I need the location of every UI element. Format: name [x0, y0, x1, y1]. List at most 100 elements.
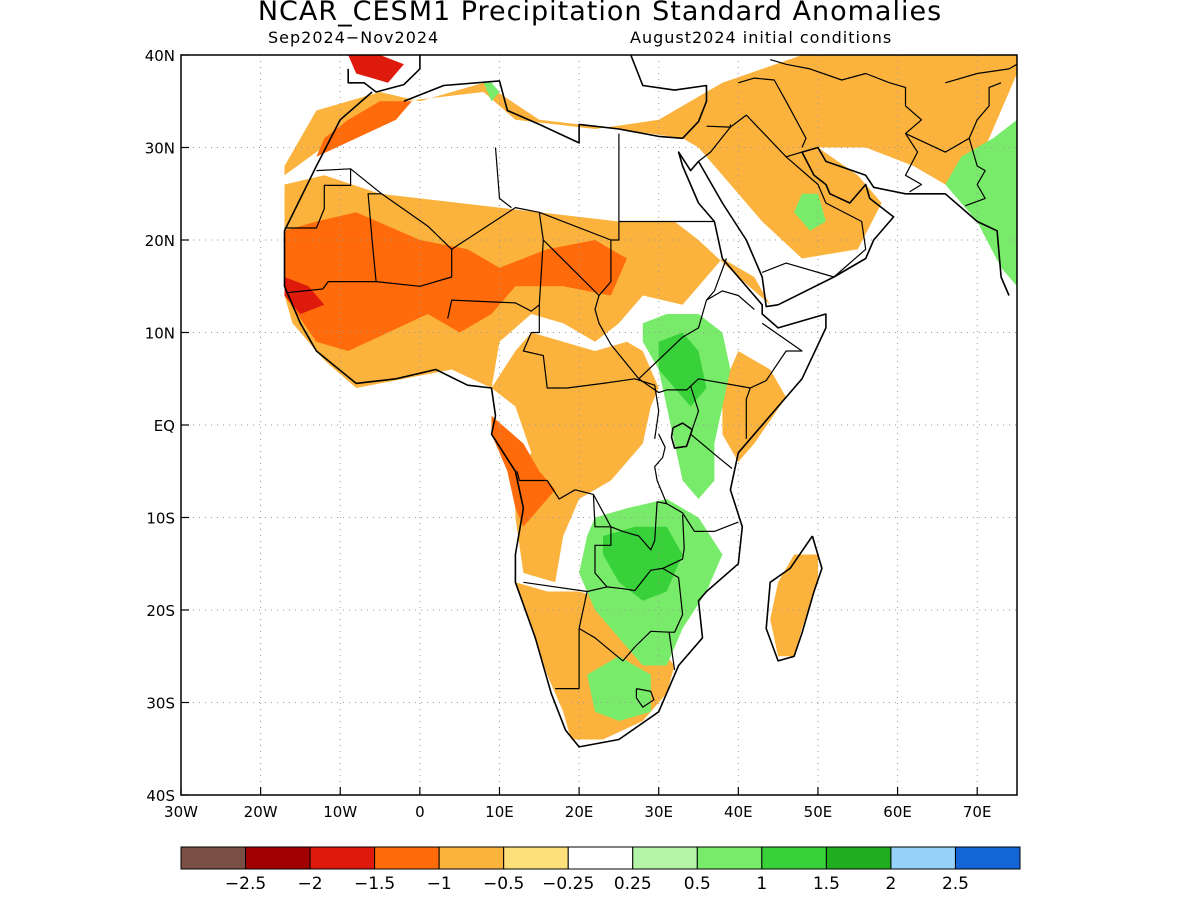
- country-border-28: [738, 77, 807, 148]
- x-tick-label: 10W: [323, 803, 357, 821]
- country-border-17: [567, 378, 660, 439]
- iberia-coastline: [347, 55, 421, 93]
- anomaly-region-east-horn-below-normal: [722, 351, 787, 462]
- colorbar-label: 0.5: [684, 874, 711, 894]
- graticule: [181, 55, 1017, 795]
- x-tick-label: 30W: [164, 803, 198, 821]
- country-border-22: [555, 591, 588, 690]
- colorbar-label: −0.25: [542, 874, 594, 894]
- map-title: NCAR_CESM1 Precipitation Standard Anomal…: [257, 0, 943, 27]
- colorbar-swatch: [309, 846, 376, 870]
- latitude-axis: 40N 30N 20N 10N EQ 10S 20S 30S 40S: [145, 47, 189, 805]
- madagascar-coastline: [765, 535, 823, 662]
- country-border-6: [539, 133, 620, 241]
- colorbar-swatch: [696, 846, 763, 870]
- country-border-26: [706, 114, 803, 158]
- country-border-32: [945, 63, 1017, 84]
- colorbar-swatch: [503, 846, 569, 870]
- country-border-18: [516, 471, 612, 593]
- lake-victoria: [670, 422, 694, 449]
- country-border-30: [905, 82, 1002, 153]
- anomaly-region-arabia-wet: [794, 193, 826, 231]
- x-tick-label: 0: [415, 803, 425, 821]
- anomaly-region-south-africa-wet: [587, 656, 651, 721]
- y-tick-label: 40S: [146, 787, 175, 805]
- initial-conditions-subtitle: August2024 initial conditions: [630, 28, 893, 47]
- country-border-21: [662, 567, 684, 633]
- country-border-10: [522, 304, 568, 389]
- anomaly-region-senegal-deficit: [284, 277, 325, 314]
- country-border-2: [286, 168, 383, 294]
- anomaly-region-morocco-deficit: [316, 101, 412, 157]
- colorbar: −2.5 −2 −1.5 −1 −0.5 −0.25 0.25 0.5 1 1.5 2 2.5: [180, 846, 1021, 894]
- y-tick-label: 40N: [145, 47, 175, 65]
- x-tick-label: 70E: [963, 803, 992, 821]
- y-tick-label: 30N: [145, 140, 175, 158]
- mediterranean-coastline: [403, 55, 708, 144]
- country-border-19: [592, 494, 667, 551]
- colorbar-swatch: [632, 846, 698, 870]
- colorbar-swatch: [954, 846, 1021, 870]
- country-border-11: [638, 258, 727, 380]
- country-border-8: [594, 240, 699, 394]
- x-tick-label: 50E: [804, 803, 833, 821]
- colorbar-label: 2: [886, 874, 897, 894]
- anomaly-region-iberia-deficit: [348, 55, 404, 83]
- country-border-5: [494, 147, 512, 209]
- country-border-27: [761, 156, 867, 278]
- coastlines: [283, 55, 1010, 748]
- x-tick-label: 20W: [244, 803, 278, 821]
- colorbar-swatch: [567, 846, 634, 870]
- country-border-16: [654, 433, 739, 533]
- y-tick-label: 20S: [146, 602, 175, 620]
- season-subtitle: Sep2024−Nov2024: [268, 28, 440, 47]
- colorbar-swatch: [825, 846, 892, 870]
- country-border-31: [964, 138, 986, 207]
- y-tick-label: 10S: [146, 510, 175, 528]
- colorbar-swatch: [245, 846, 311, 870]
- colorbar-swatch: [374, 846, 440, 870]
- colorbar-swatch: [761, 846, 827, 870]
- y-tick-label: 20N: [145, 232, 175, 250]
- anomaly-region-west-africa-strong-deficit: [284, 212, 627, 351]
- country-border-12: [706, 290, 755, 310]
- x-tick-label: 60E: [883, 803, 912, 821]
- anomaly-region-central-africa-below-normal: [491, 332, 659, 583]
- anomaly-region-congo-coast-deficit: [491, 415, 556, 527]
- colorbar-label: 1: [756, 874, 767, 894]
- country-border-3: [376, 193, 453, 287]
- colorbar-label: −1.5: [354, 874, 395, 894]
- anomaly-region-algeria-wet-spot: [483, 82, 500, 102]
- longitude-axis: 30W 20W 10W 0 10E 20E 30E 40E 50E 60E 70E: [164, 787, 991, 821]
- y-tick-label: 30S: [146, 695, 175, 713]
- y-tick-label: 10N: [145, 325, 175, 343]
- x-tick-label: 10E: [485, 803, 514, 821]
- country-border-23: [578, 627, 676, 671]
- x-tick-label: 30E: [644, 803, 673, 821]
- colorbar-label: −1: [427, 874, 452, 894]
- colorbar-label: −2: [298, 874, 323, 894]
- colorbar-label: 2.5: [942, 874, 969, 894]
- country-border-9: [542, 239, 600, 296]
- country-border-15: [689, 385, 733, 469]
- country-border-24: [635, 688, 655, 708]
- country-border-20: [606, 514, 685, 592]
- country-border-29: [770, 59, 923, 193]
- colorbar-label: 1.5: [813, 874, 840, 894]
- country-border-14: [745, 387, 751, 439]
- colorbar-label: −2.5: [225, 874, 266, 894]
- x-tick-label: 20E: [565, 803, 594, 821]
- colorbar-label: −0.5: [483, 874, 524, 894]
- africa-arabia-coastline: [283, 91, 1010, 748]
- colorbar-swatch: [438, 846, 505, 870]
- colorbar-label: 0.25: [614, 874, 652, 894]
- country-border-25: [698, 124, 732, 162]
- anomaly-region-south-sudan-very-wet: [658, 332, 707, 407]
- anomaly-region-madagascar-below-normal: [770, 554, 818, 657]
- colorbar-swatch: [890, 846, 956, 870]
- y-tick-label: EQ: [154, 417, 175, 435]
- country-borders: [284, 59, 1017, 708]
- colorbar-swatch: [180, 846, 247, 870]
- country-border-13: [698, 322, 803, 389]
